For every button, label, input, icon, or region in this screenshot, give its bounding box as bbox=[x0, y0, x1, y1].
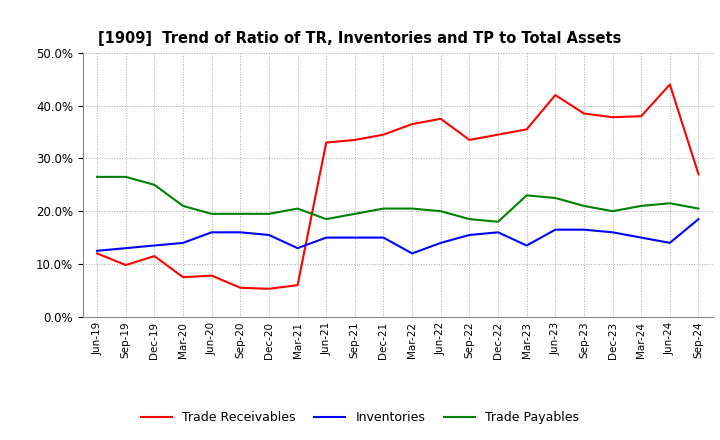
Trade Payables bbox=[236, 211, 245, 216]
Trade Receivables bbox=[322, 140, 330, 145]
Inventories bbox=[551, 227, 559, 232]
Trade Payables bbox=[93, 174, 102, 180]
Trade Receivables bbox=[379, 132, 388, 137]
Trade Receivables bbox=[207, 273, 216, 278]
Trade Receivables bbox=[637, 114, 646, 119]
Trade Receivables bbox=[351, 137, 359, 143]
Inventories bbox=[494, 230, 503, 235]
Inventories bbox=[179, 240, 187, 246]
Trade Payables bbox=[637, 203, 646, 209]
Trade Payables bbox=[351, 211, 359, 216]
Inventories bbox=[379, 235, 388, 240]
Inventories bbox=[665, 240, 674, 246]
Trade Receivables bbox=[122, 262, 130, 268]
Trade Payables bbox=[408, 206, 416, 211]
Trade Payables bbox=[122, 174, 130, 180]
Inventories bbox=[608, 230, 617, 235]
Inventories bbox=[637, 235, 646, 240]
Inventories bbox=[93, 248, 102, 253]
Trade Receivables bbox=[179, 275, 187, 280]
Trade Payables bbox=[494, 219, 503, 224]
Trade Payables bbox=[465, 216, 474, 222]
Inventories bbox=[465, 232, 474, 238]
Inventories bbox=[322, 235, 330, 240]
Inventories bbox=[150, 243, 158, 248]
Trade Payables bbox=[608, 209, 617, 214]
Trade Receivables bbox=[694, 172, 703, 177]
Trade Receivables bbox=[236, 285, 245, 290]
Trade Receivables bbox=[465, 137, 474, 143]
Line: Trade Payables: Trade Payables bbox=[97, 177, 698, 222]
Trade Payables bbox=[694, 206, 703, 211]
Trade Receivables bbox=[293, 282, 302, 288]
Inventories bbox=[122, 246, 130, 251]
Trade Receivables bbox=[494, 132, 503, 137]
Line: Trade Receivables: Trade Receivables bbox=[97, 84, 698, 289]
Trade Payables bbox=[179, 203, 187, 209]
Trade Payables bbox=[665, 201, 674, 206]
Trade Payables bbox=[293, 206, 302, 211]
Legend: Trade Receivables, Inventories, Trade Payables: Trade Receivables, Inventories, Trade Pa… bbox=[135, 407, 585, 429]
Trade Receivables bbox=[551, 92, 559, 98]
Inventories bbox=[694, 216, 703, 222]
Trade Receivables bbox=[608, 114, 617, 120]
Inventories bbox=[522, 243, 531, 248]
Trade Payables bbox=[265, 211, 274, 216]
Trade Payables bbox=[379, 206, 388, 211]
Trade Receivables bbox=[522, 127, 531, 132]
Trade Payables bbox=[322, 216, 330, 222]
Trade Payables bbox=[207, 211, 216, 216]
Inventories bbox=[408, 251, 416, 256]
Inventories bbox=[236, 230, 245, 235]
Trade Receivables bbox=[408, 121, 416, 127]
Inventories bbox=[293, 246, 302, 251]
Inventories bbox=[580, 227, 588, 232]
Line: Inventories: Inventories bbox=[97, 219, 698, 253]
Trade Receivables bbox=[665, 82, 674, 87]
Text: [1909]  Trend of Ratio of TR, Inventories and TP to Total Assets: [1909] Trend of Ratio of TR, Inventories… bbox=[99, 31, 621, 46]
Inventories bbox=[207, 230, 216, 235]
Trade Payables bbox=[150, 182, 158, 187]
Inventories bbox=[265, 232, 274, 238]
Trade Receivables bbox=[265, 286, 274, 291]
Inventories bbox=[436, 240, 445, 246]
Trade Receivables bbox=[436, 116, 445, 121]
Trade Payables bbox=[580, 203, 588, 209]
Trade Payables bbox=[522, 193, 531, 198]
Trade Payables bbox=[551, 195, 559, 201]
Trade Payables bbox=[436, 209, 445, 214]
Trade Receivables bbox=[150, 253, 158, 259]
Trade Receivables bbox=[580, 111, 588, 116]
Trade Receivables bbox=[93, 251, 102, 256]
Inventories bbox=[351, 235, 359, 240]
